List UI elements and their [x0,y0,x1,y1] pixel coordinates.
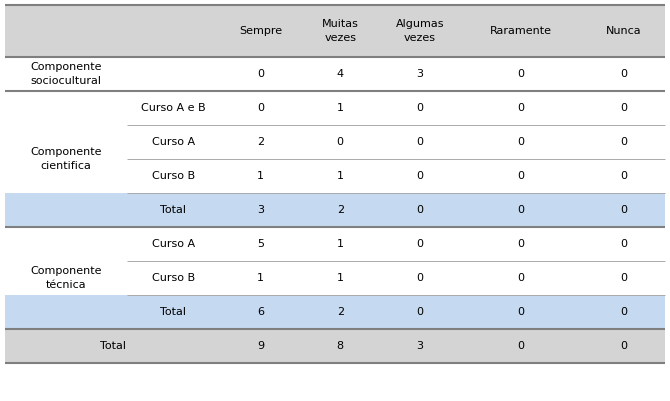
Text: 3: 3 [257,205,264,215]
Text: Nunca: Nunca [606,26,641,36]
Text: 0: 0 [517,273,525,283]
Text: 0: 0 [517,341,525,351]
Text: 2: 2 [336,205,344,215]
Text: 0: 0 [620,171,627,181]
Text: 0: 0 [517,239,525,249]
Text: Total: Total [161,205,186,215]
Text: 3: 3 [417,341,423,351]
Text: 0: 0 [620,307,627,317]
Text: 0: 0 [417,307,423,317]
Text: 4: 4 [336,69,344,79]
Text: Curso A: Curso A [152,137,195,147]
Text: 0: 0 [517,103,525,113]
Text: 0: 0 [517,307,525,317]
Text: Sempre: Sempre [239,26,282,36]
Text: 0: 0 [620,341,627,351]
Text: 1: 1 [257,273,264,283]
Text: 0: 0 [620,137,627,147]
Text: Curso A: Curso A [152,239,195,249]
Text: Total: Total [100,341,126,351]
Text: 0: 0 [620,103,627,113]
Text: 0: 0 [620,239,627,249]
Text: 0: 0 [257,69,264,79]
Text: 0: 0 [620,205,627,215]
Text: Componente
técnica: Componente técnica [30,266,102,290]
Text: 0: 0 [417,103,423,113]
Text: 0: 0 [417,239,423,249]
Text: 2: 2 [336,307,344,317]
Text: Total: Total [161,307,186,317]
Text: Muitas
vezes: Muitas vezes [322,19,358,43]
Text: 0: 0 [620,69,627,79]
Text: 9: 9 [257,341,264,351]
Bar [5,227,665,261]
Text: Algumas
vezes: Algumas vezes [396,19,444,43]
Bar [5,5,665,57]
Bar [5,329,665,363]
Text: Raramente: Raramente [490,26,552,36]
Bar [5,125,665,159]
Text: Componente
sociocultural: Componente sociocultural [30,63,102,85]
Text: 0: 0 [337,137,344,147]
Text: 8: 8 [336,341,344,351]
Text: 0: 0 [417,273,423,283]
Text: Componente
cientifica: Componente cientifica [30,148,102,170]
Text: Curso B: Curso B [152,273,195,283]
Text: 1: 1 [337,171,344,181]
Text: 0: 0 [517,205,525,215]
Text: 1: 1 [337,103,344,113]
Text: 2: 2 [257,137,264,147]
Text: Curso B: Curso B [152,171,195,181]
Text: Curso A e B: Curso A e B [141,103,206,113]
Bar [5,193,665,227]
Text: 0: 0 [417,137,423,147]
Bar [5,57,665,91]
Text: 3: 3 [417,69,423,79]
Text: 0: 0 [417,171,423,181]
Text: 0: 0 [517,69,525,79]
Text: 0: 0 [620,273,627,283]
Text: 0: 0 [517,171,525,181]
Text: 1: 1 [257,171,264,181]
Text: 6: 6 [257,307,264,317]
Bar [5,159,665,193]
Text: 0: 0 [257,103,264,113]
Bar [5,261,665,295]
Bar [5,91,665,125]
Text: 5: 5 [257,239,264,249]
Text: 1: 1 [337,273,344,283]
Bar [5,295,665,329]
Text: 1: 1 [337,239,344,249]
Text: 0: 0 [417,205,423,215]
Text: 0: 0 [517,137,525,147]
